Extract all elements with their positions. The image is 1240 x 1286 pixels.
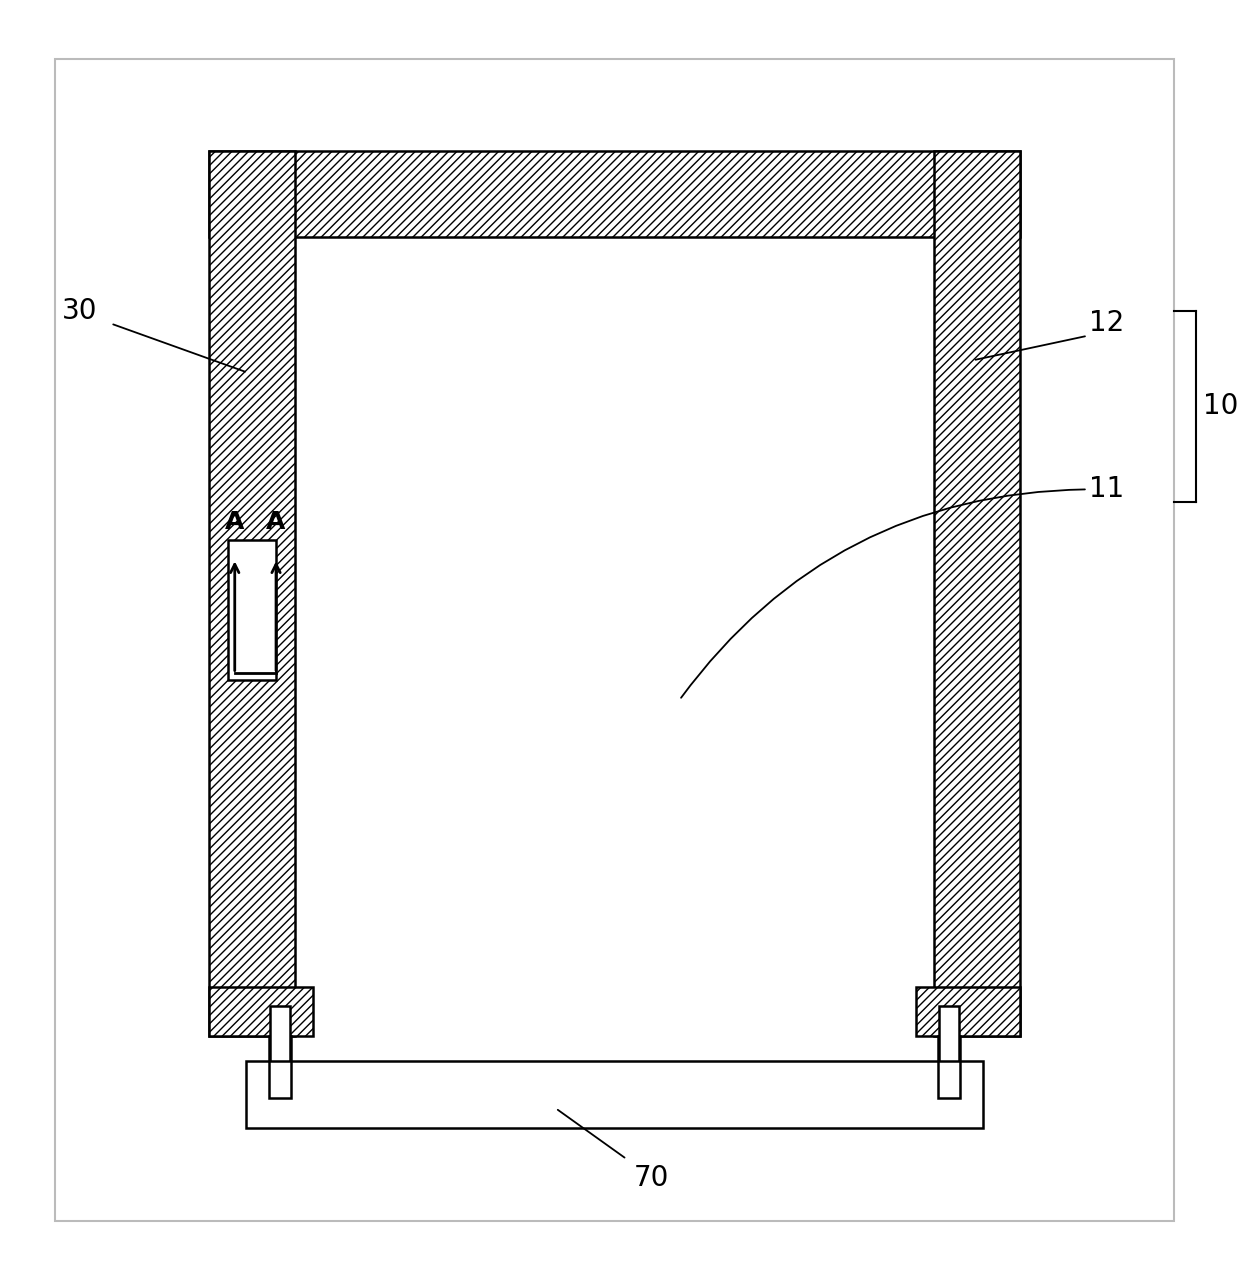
Bar <box>208 152 295 1037</box>
Text: 70: 70 <box>634 1164 670 1192</box>
Text: 12: 12 <box>1089 310 1123 337</box>
Bar <box>246 1061 983 1129</box>
Bar <box>208 152 1021 238</box>
Text: 11: 11 <box>1089 476 1123 503</box>
Text: 10: 10 <box>1203 392 1238 421</box>
Bar <box>270 1006 290 1061</box>
Text: A: A <box>224 509 244 534</box>
Bar <box>269 1037 291 1098</box>
Text: 30: 30 <box>62 297 98 325</box>
Bar <box>915 988 1021 1037</box>
Bar <box>937 1037 960 1098</box>
Bar <box>934 152 1021 1037</box>
Bar <box>208 988 314 1037</box>
Bar <box>228 540 275 679</box>
Text: A: A <box>267 509 285 534</box>
Bar <box>939 1006 959 1061</box>
